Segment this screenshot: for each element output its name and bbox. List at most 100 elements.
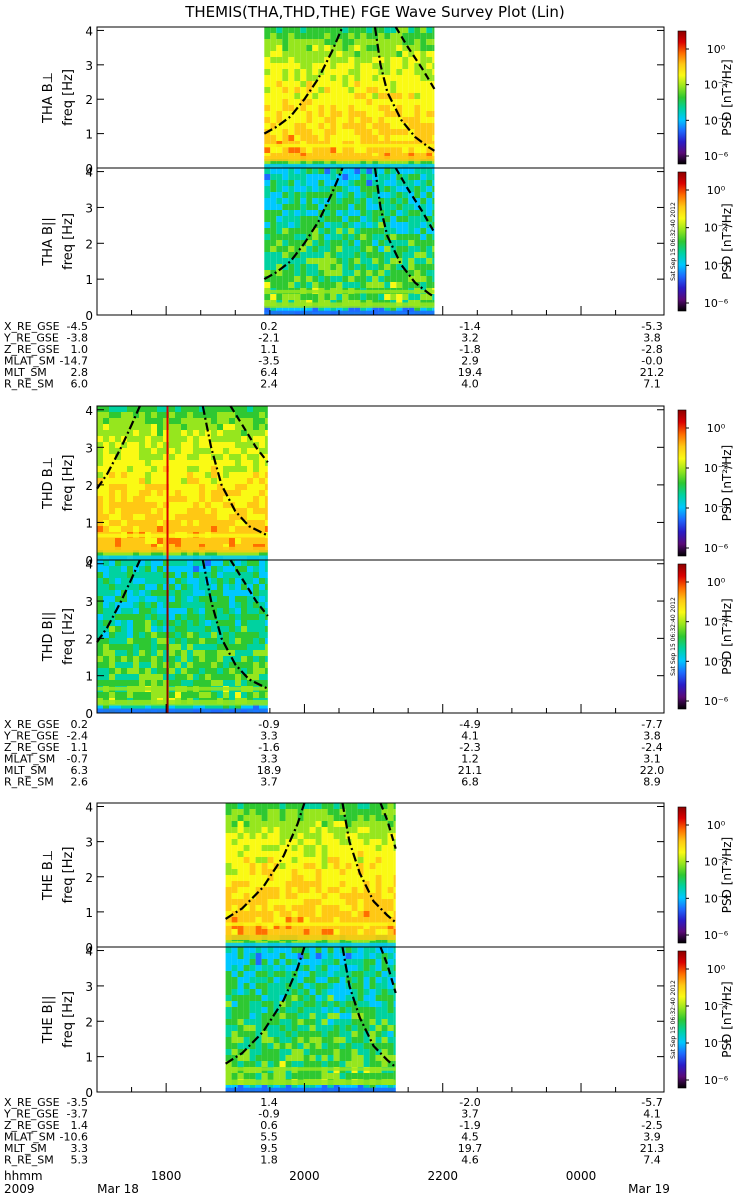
- spectrogram-cell: [339, 1073, 346, 1079]
- spectrogram-cell: [345, 821, 352, 827]
- spectrogram-cell: [315, 1037, 322, 1043]
- spectrogram-cell: [145, 418, 151, 424]
- spectrogram-cell: [318, 210, 325, 216]
- spectrogram-cell: [151, 650, 157, 656]
- spectrogram-cell: [97, 668, 103, 674]
- spectrogram-cell: [273, 989, 280, 995]
- spectrogram-cell: [133, 596, 139, 602]
- spectrogram-cell: [205, 650, 211, 656]
- spectrogram-cell: [175, 692, 181, 698]
- spectrogram-cell: [363, 821, 370, 827]
- spectrogram-cell: [249, 809, 256, 815]
- spectrogram-cell: [145, 662, 151, 668]
- spectrogram-cell: [363, 1001, 370, 1007]
- spectrogram-cell: [151, 412, 157, 418]
- spectrogram-cell: [306, 168, 313, 174]
- spectrogram-cell: [247, 656, 253, 662]
- spectrogram-cell: [127, 490, 133, 496]
- spectrogram-cell: [351, 965, 358, 971]
- spectrogram-cell: [276, 57, 283, 63]
- spectrogram-cell: [315, 875, 322, 881]
- spectrogram-cell: [264, 81, 271, 87]
- spectrogram-cell: [300, 204, 307, 210]
- spectrogram-cell: [318, 87, 325, 93]
- spectrogram-cell: [360, 234, 367, 240]
- spectrogram-cell: [229, 596, 235, 602]
- spectrogram-cell: [309, 983, 316, 989]
- spectrogram-cell: [408, 69, 415, 75]
- spectrogram-cell: [303, 947, 310, 953]
- spectrogram-cell: [306, 204, 313, 210]
- spectrogram-cell: [259, 638, 265, 644]
- spectrogram-cell: [285, 989, 292, 995]
- spectrogram-cell: [193, 526, 199, 532]
- spectrogram-cell: [333, 953, 340, 959]
- spectrogram-cell: [357, 893, 364, 899]
- spectrogram-cell: [369, 899, 376, 905]
- colorbar-tick-label: 10⁻⁴: [704, 259, 729, 272]
- spectrogram-cell: [396, 216, 403, 222]
- gyrofrequency-curve: [201, 405, 269, 537]
- spectrogram-cell: [351, 881, 358, 887]
- spectrogram-cell: [384, 117, 391, 123]
- spectrogram-cell: [103, 466, 109, 472]
- spectrogram-cell: [217, 608, 223, 614]
- spectrogram-cell: [327, 965, 334, 971]
- spectrogram-cell: [253, 424, 259, 430]
- spectrogram-cell: [199, 496, 205, 502]
- spectrogram-cell: [267, 959, 274, 965]
- spectrogram-cell: [151, 514, 157, 520]
- spectrogram-cell: [181, 572, 187, 578]
- spectrogram-cell: [432, 99, 435, 105]
- spectrogram-cell: [297, 1031, 304, 1037]
- spectrogram-cell: [291, 875, 298, 881]
- spectrogram-cell: [211, 638, 217, 644]
- spectrogram-cell: [205, 602, 211, 608]
- spectrogram-cell: [249, 995, 256, 1001]
- spectrogram-cell: [103, 590, 109, 596]
- spectrogram-cell: [339, 833, 346, 839]
- ephemeris-value: -0.9: [258, 1108, 279, 1121]
- spectrogram-cell: [408, 81, 415, 87]
- spectrogram-cell: [109, 430, 115, 436]
- spectrogram-cell: [366, 282, 373, 288]
- spectrogram-cell: [97, 478, 103, 484]
- spectrogram-cell: [235, 680, 241, 686]
- spectrogram-cell: [396, 204, 403, 210]
- ephemeris-value: 4.6: [461, 1154, 479, 1167]
- spectrogram-cell: [348, 81, 355, 87]
- spectrogram-cell: [145, 638, 151, 644]
- spectrogram-cell: [291, 839, 298, 845]
- spectrogram-cell: [273, 1001, 280, 1007]
- spectrogram-cell: [255, 1037, 262, 1043]
- spectrogram-cell: [378, 159, 385, 165]
- spectrogram-cell: [291, 809, 298, 815]
- spectrogram-cell: [339, 1019, 346, 1025]
- spectrogram-cell: [187, 578, 193, 584]
- spectrogram-cell: [169, 704, 175, 710]
- colorbar-tick-label: 10⁻⁶: [704, 297, 729, 310]
- spectrogram-cell: [103, 514, 109, 520]
- spectrogram-cell: [312, 39, 319, 45]
- spectrogram-cell: [121, 460, 127, 466]
- spectrogram-cell: [261, 1001, 268, 1007]
- spectrogram-cell: [372, 264, 379, 270]
- spectrogram-cell: [330, 264, 337, 270]
- spectrogram-cell: [321, 989, 328, 995]
- spectrogram-cell: [288, 129, 295, 135]
- spectrogram-cell: [151, 704, 157, 710]
- spectrogram-cell: [414, 192, 421, 198]
- spectrogram-cell: [243, 869, 250, 875]
- spectrogram-cell: [169, 602, 175, 608]
- spectrogram-cell: [393, 1043, 396, 1049]
- spectrogram-cell: [390, 204, 397, 210]
- spectrogram-cell: [127, 662, 133, 668]
- spectrogram-cell: [408, 186, 415, 192]
- spectrogram-cell: [249, 1025, 256, 1031]
- spectrogram-cell: [187, 680, 193, 686]
- spectrogram-cell: [300, 123, 307, 129]
- ephemeris-label: X_RE_GSE: [4, 1096, 60, 1109]
- spectrogram-cell: [360, 87, 367, 93]
- spectrogram-cell: [151, 566, 157, 572]
- spectrogram-cell: [339, 845, 346, 851]
